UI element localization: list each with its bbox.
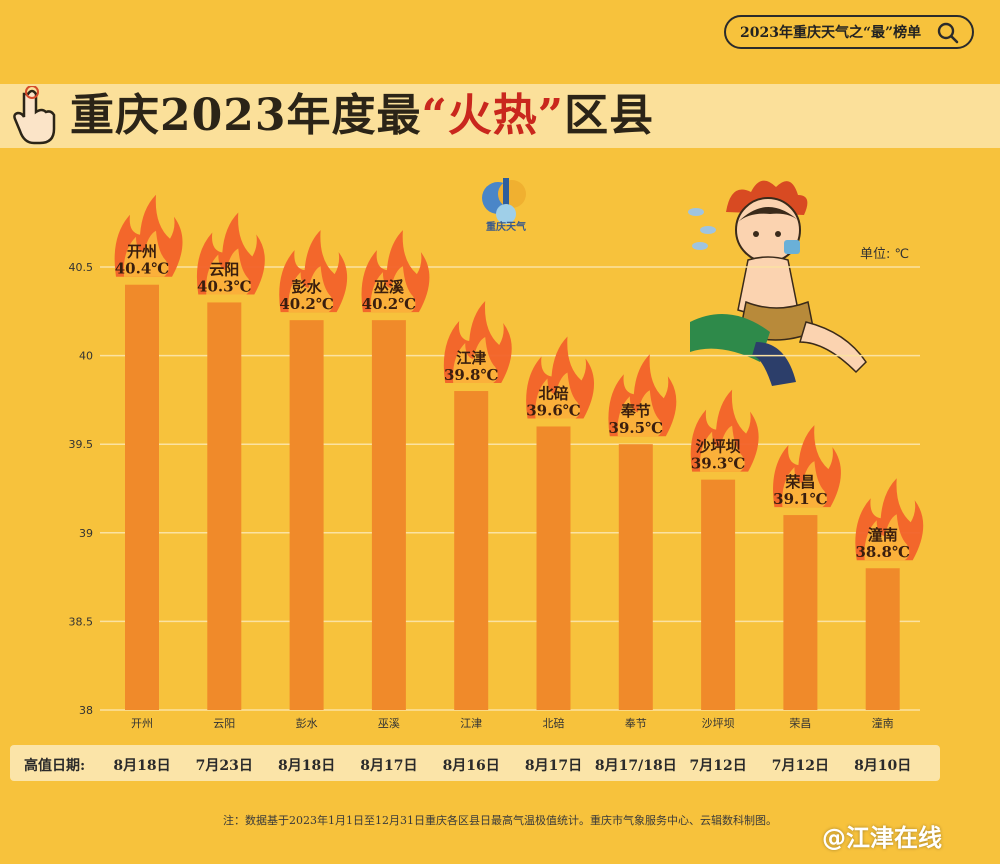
- bar: [783, 515, 818, 710]
- weather-logo-text: 重庆天气: [486, 222, 526, 233]
- flame-inner-icon: [288, 266, 334, 313]
- bar: [289, 320, 324, 710]
- flame-inner-icon: [782, 461, 827, 508]
- bar-value-label: 39.3℃: [691, 455, 746, 473]
- high-date: 7月12日: [771, 758, 829, 774]
- temperature-bar-chart: 3838.53939.54040.5开州40.4℃开州云阳40.3℃云阳彭水40…: [69, 194, 924, 730]
- title-hot: “火热”: [421, 90, 565, 141]
- high-date: 8月17日: [524, 758, 583, 774]
- x-tick-label: 奉节: [625, 716, 647, 730]
- x-tick-label: 江津: [460, 717, 482, 730]
- high-date: 8月10日: [854, 758, 912, 774]
- flame-inner-icon: [617, 390, 663, 437]
- bar-value-label: 40.4℃: [115, 260, 170, 278]
- y-tick-label: 38.5: [69, 615, 94, 628]
- x-tick-label: 沙坪坝: [702, 716, 735, 730]
- bar-city-label: 潼南: [868, 526, 898, 544]
- x-tick-label: 荣昌: [789, 717, 811, 730]
- high-date: 8月17日: [360, 758, 418, 774]
- bar-city-label: 开州: [127, 243, 157, 261]
- bar-city-label: 云阳: [209, 260, 239, 278]
- bar-value-label: 40.3℃: [197, 277, 252, 295]
- bar-value-label: 40.2℃: [362, 295, 417, 313]
- y-tick-label: 40: [79, 350, 93, 363]
- bar-city-label: 巫溪: [374, 278, 405, 296]
- bar: [207, 302, 242, 710]
- dates-label: 高值日期:: [24, 758, 86, 774]
- bar-value-label: 39.5℃: [609, 419, 664, 437]
- pointing-hand-icon: [13, 86, 56, 145]
- bar-value-label: 39.8℃: [444, 366, 499, 384]
- x-tick-label: 开州: [131, 717, 153, 730]
- bar-city-label: 江津: [456, 349, 486, 367]
- watermark: @江津在线: [822, 824, 942, 852]
- search-icon: [937, 22, 959, 44]
- bar-value-label: 38.8℃: [855, 543, 910, 561]
- bar-city-label: 奉节: [620, 402, 651, 420]
- title-band: [0, 84, 1000, 148]
- y-tick-label: 39: [79, 527, 93, 540]
- x-tick-label: 云阳: [213, 717, 235, 730]
- x-tick-label: 北碚: [543, 716, 565, 730]
- flame-inner-icon: [370, 266, 416, 313]
- high-date: 7月12日: [689, 758, 747, 774]
- bar: [536, 426, 571, 710]
- bar: [125, 284, 159, 710]
- high-date: 8月18日: [277, 758, 336, 774]
- bar-city-label: 荣昌: [784, 473, 815, 491]
- bar-value-label: 39.1℃: [773, 490, 828, 508]
- y-tick-label: 38: [79, 704, 93, 717]
- ranking-tag-text: 2023年重庆天气之“最”榜单: [740, 25, 922, 41]
- bar-value-label: 39.6℃: [526, 401, 581, 419]
- title-post: 区县: [564, 90, 655, 141]
- flame-inner-icon: [699, 425, 745, 472]
- footnote: 注：数据基于2023年1月1日至12月31日重庆各区县日最高气温极值统计。重庆市…: [223, 814, 777, 827]
- x-tick-label: 彭水: [296, 716, 318, 730]
- high-date: 8月17/18日: [594, 758, 677, 774]
- high-date: 7月23日: [195, 758, 253, 774]
- bar: [701, 479, 736, 710]
- dates-row: [10, 745, 940, 781]
- title-pre: 重庆2023年度最: [70, 90, 422, 141]
- bar: [865, 568, 900, 710]
- y-tick-label: 40.5: [69, 261, 94, 274]
- bar: [618, 444, 653, 710]
- mascot-illustration: [688, 180, 867, 386]
- x-tick-label: 巫溪: [378, 717, 400, 730]
- bar-value-label: 40.2℃: [279, 295, 334, 313]
- x-tick-label: 潼南: [872, 716, 894, 730]
- bar: [371, 320, 406, 710]
- bar: [454, 391, 489, 710]
- bar-city-label: 沙坪坝: [696, 438, 741, 456]
- flame-inner-icon: [864, 514, 910, 561]
- ranking-tag[interactable]: 2023年重庆天气之“最”榜单: [724, 15, 974, 49]
- y-tick-label: 39.5: [69, 438, 94, 451]
- flame-inner-icon: [452, 337, 498, 384]
- weather-logo-icon: [482, 178, 526, 224]
- bar-city-label: 北碚: [538, 384, 568, 402]
- flame-inner-icon: [123, 230, 169, 277]
- high-date: 8月16日: [442, 758, 500, 774]
- high-date: 8月18日: [113, 758, 171, 774]
- bar-city-label: 彭水: [292, 278, 323, 296]
- flame-inner-icon: [535, 372, 581, 419]
- page-title: 重庆2023年度最“火热”区县: [70, 84, 654, 148]
- flame-inner-icon: [206, 248, 251, 295]
- unit-label: 单位: ℃: [860, 247, 910, 262]
